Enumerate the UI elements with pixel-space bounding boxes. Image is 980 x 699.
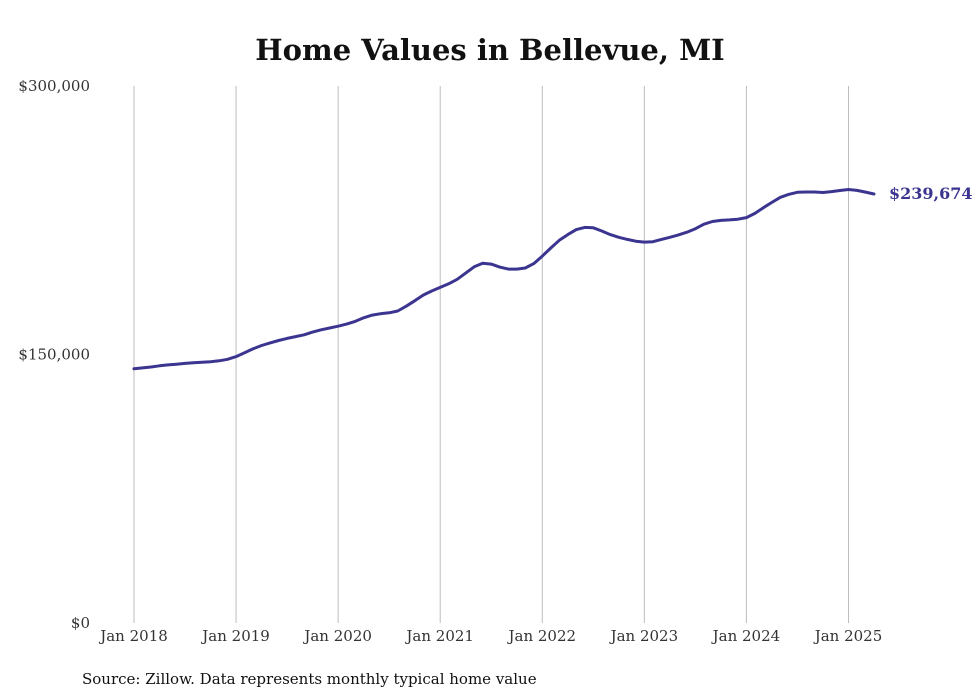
x-tick-label: Jan 2020 [302, 627, 372, 645]
x-tick-label: Jan 2025 [813, 627, 883, 645]
x-tick-label: Jan 2022 [506, 627, 576, 645]
y-tick-label: $0 [71, 614, 90, 632]
end-value-label: $239,674 [889, 184, 973, 203]
series-line [132, 188, 876, 371]
x-tick-label: Jan 2019 [200, 627, 270, 645]
x-axis: Jan 2018 Jan 2019 Jan 2020 Jan 2021 Jan 2022… [98, 627, 882, 645]
y-tick-label: $150,000 [18, 346, 90, 364]
x-tick-label: Jan 2021 [404, 627, 474, 645]
y-axis: $0 $150,000 $300,000 [18, 77, 90, 632]
x-tick-label: Jan 2024 [711, 627, 781, 645]
y-tick-label: $300,000 [18, 77, 90, 95]
grid-lines [133, 86, 849, 623]
chart-title: Home Values in Bellevue, MI [255, 33, 724, 67]
x-tick-label: Jan 2018 [98, 627, 168, 645]
source-note: Source: Zillow. Data represents monthly … [82, 670, 537, 688]
x-tick-label: Jan 2023 [609, 627, 679, 645]
